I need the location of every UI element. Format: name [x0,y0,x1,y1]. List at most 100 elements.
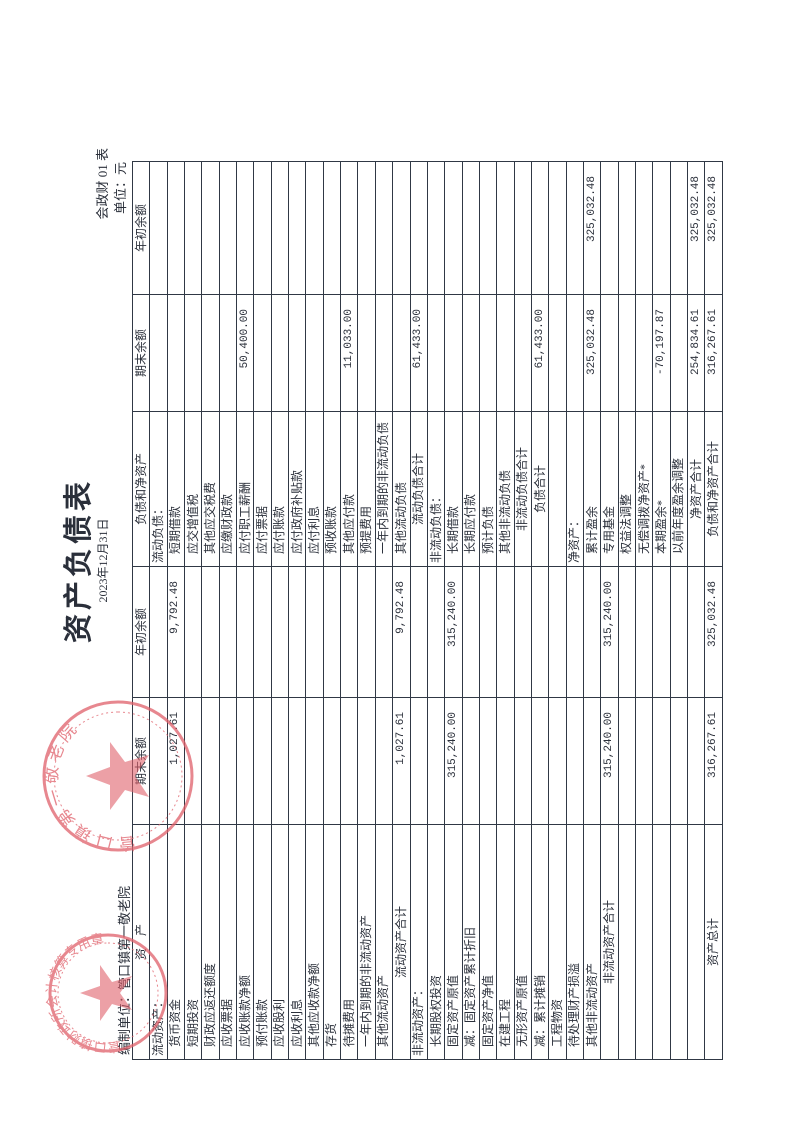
year-start-balance [149,161,168,295]
column-header: 负债和净资产 [132,411,150,567]
period-end-balance [635,294,653,412]
year-start-balance [219,566,237,698]
form-number: 会政财 01 表 [95,148,110,220]
period-end-balance [618,697,636,825]
table-row: 待摊费用 其他应付款 11,033.00 [340,161,358,1060]
period-end-balance [288,697,306,825]
liability-item-label: 长期借款 [444,411,463,567]
period-end-balance [288,294,306,412]
liability-item-label: 无偿调拨净资产* [635,411,653,567]
year-start-balance [652,566,671,698]
asset-item-label: 待处理财产损溢 [566,824,584,1060]
period-end-balance [479,697,497,825]
period-end-balance [514,697,532,825]
table-row: 固定资产净值 预计负债 [479,161,497,1060]
period-end-balance [496,697,515,825]
liability-item-label: 净资产合计 [687,411,705,567]
year-start-balance [184,566,202,698]
column-header: 资 产 [132,824,150,1060]
liability-item-label: 应付政府补贴款 [288,411,306,567]
table-row: 待处理财产损溢 净资产： [566,161,584,1060]
year-start-balance [548,161,567,295]
asset-item-label: 固定资产原值 [444,824,463,1060]
asset-item-label [652,824,671,1060]
year-start-balance: 9,792.48 [392,566,410,698]
year-start-balance: 325,032.48 [583,161,601,295]
table-row: 应收账款净额 应付职工薪酬 50,400.00 [236,161,254,1060]
liability-item-label: 短期借款 [167,411,185,567]
year-start-balance [618,161,636,295]
table-row: 权益法调整 [618,161,636,1060]
table-row: 应收票据 应缴财政款 [219,161,237,1060]
liability-item-label: 应付账款 [271,411,289,567]
asset-item-label [635,824,653,1060]
year-start-balance [167,161,185,295]
table-row: 减：累计摊销 负债合计 61,433.00 [531,161,549,1060]
period-end-balance [652,697,671,825]
asset-item-label: 一年内到期的非流动资产 [357,824,376,1060]
period-end-balance [271,697,289,825]
year-start-balance [566,566,584,698]
year-start-balance [410,161,428,295]
year-start-balance [288,566,306,698]
year-start-balance [375,161,393,295]
liability-item-label: 一年内到期的非流动负债 [375,411,393,567]
year-start-balance [340,566,358,698]
period-end-balance [479,294,497,412]
year-start-balance [305,161,324,295]
period-end-balance [357,294,376,412]
period-end-balance [566,697,584,825]
period-end-balance [670,294,688,412]
year-start-balance [201,566,220,698]
column-header: 期末余额 [132,294,150,412]
period-end-balance [444,294,463,412]
liability-item-label: 以前年度盈余调整 [670,411,688,567]
asset-item-label: 应收票据 [219,824,237,1060]
period-end-balance [687,697,705,825]
table-row: 其他非流动资产 累计盈余 325,032.48 325,032.48 [583,161,601,1060]
liability-item-label: 预收账款 [323,411,341,567]
year-start-balance [687,566,705,698]
asset-item-label: 资产总计 [704,824,723,1060]
period-end-balance [149,697,168,825]
period-end-balance: 315,240.00 [600,697,619,825]
period-end-balance [219,697,237,825]
period-end-balance [357,697,376,825]
asset-item-label: 流动资产合计 [392,824,410,1060]
asset-item-label: 固定资产净值 [479,824,497,1060]
year-start-balance [479,566,497,698]
year-start-balance [184,161,202,295]
table-row: 非流动资产： 流动负债合计 61,433.00 [410,161,428,1060]
period-end-balance [635,697,653,825]
period-end-balance [323,294,341,412]
period-end-balance [253,697,272,825]
table-row: 长期股权投资 非流动负债： [427,161,445,1060]
table-row: 流动资产： 流动负债： [149,161,168,1060]
period-end-balance [427,294,445,412]
year-start-balance [236,161,254,295]
liability-item-label: 应缴财政款 [219,411,237,567]
year-start-balance [670,161,688,295]
period-end-balance: 315,240.00 [444,697,463,825]
asset-item-label [618,824,636,1060]
asset-item-label: 其他应收款净额 [305,824,324,1060]
year-start-balance [253,161,272,295]
year-start-balance [427,566,445,698]
liability-item-label: 其他应付款 [340,411,358,567]
table-row: 无形资产原值 非流动负债合计 [514,161,532,1060]
table-row: 资产总计 316,267.61 325,032.48 负债和净资产合计 316,267.… [704,161,723,1060]
year-start-balance [462,161,480,295]
liability-item-label: 流动负债合计 [410,411,428,567]
year-start-balance [357,566,376,698]
year-start-balance [496,161,515,295]
liability-item-label: 应付利息 [305,411,324,567]
period-end-balance [583,697,601,825]
year-start-balance: 9,792.48 [167,566,185,698]
liability-item-label: 预计负债 [479,411,497,567]
table-row: 无偿调拨净资产* [635,161,653,1060]
table-row: 财政应返还额度 其他应交税费 [201,161,220,1060]
period-end-balance: 254,834.61 [687,294,705,412]
liability-item-label: 净资产： [566,411,584,567]
year-start-balance [600,161,619,295]
period-end-balance [392,294,410,412]
